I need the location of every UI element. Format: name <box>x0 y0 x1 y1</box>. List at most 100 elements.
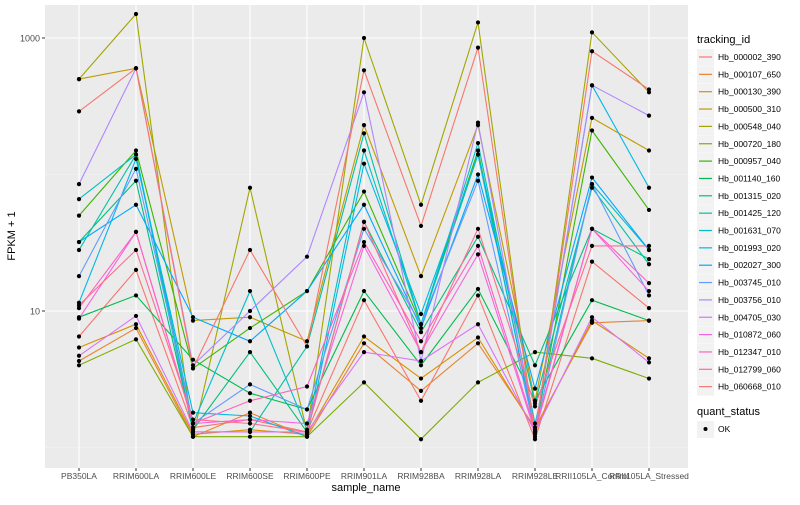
data-point <box>475 45 481 50</box>
data-point <box>418 349 424 355</box>
data-point <box>532 349 538 355</box>
x-tick-label: RRIM600LE <box>170 471 217 481</box>
data-point <box>133 325 139 331</box>
data-point <box>646 113 652 118</box>
data-point <box>361 341 367 346</box>
legend-label: Hb_002027_300 <box>718 260 781 270</box>
data-point <box>589 243 595 248</box>
data-point <box>475 172 481 177</box>
data-point <box>532 363 538 368</box>
data-point <box>532 401 538 406</box>
data-point <box>304 384 310 389</box>
data-point <box>589 226 595 231</box>
legend-label: Hb_001993_020 <box>718 243 781 253</box>
data-point <box>646 207 652 213</box>
data-point <box>361 131 367 136</box>
data-point <box>589 298 595 303</box>
x-tick-label: RRIM600PE <box>283 471 331 481</box>
data-point <box>361 243 367 248</box>
data-point <box>247 339 253 344</box>
data-point <box>247 398 253 403</box>
data-point <box>475 380 481 385</box>
data-point <box>475 293 481 298</box>
data-point <box>418 325 424 331</box>
data-point <box>247 382 253 387</box>
x-tick-label: RRIM600SE <box>226 471 274 481</box>
data-point <box>304 434 310 439</box>
data-point <box>646 148 652 153</box>
data-point <box>475 178 481 183</box>
data-point <box>589 83 595 88</box>
data-point <box>475 252 481 257</box>
data-point <box>532 427 538 432</box>
x-tick-label: RRII105LA_Stressed <box>609 471 689 481</box>
data-point <box>418 330 424 335</box>
data-point <box>76 274 82 279</box>
data-point <box>475 140 481 146</box>
legend-label: Hb_003756_010 <box>718 295 781 305</box>
legend-label: Hb_010872_060 <box>718 330 781 340</box>
data-point <box>475 341 481 346</box>
data-point <box>589 128 595 133</box>
data-point <box>247 247 253 253</box>
data-point <box>418 398 424 403</box>
data-point <box>304 344 310 349</box>
data-point <box>361 334 367 339</box>
y-axis: 10 1000 <box>20 34 45 317</box>
x-axis-title: sample_name <box>331 482 400 494</box>
data-point <box>418 311 424 317</box>
legend-label: Hb_003745_010 <box>718 278 781 288</box>
data-point <box>646 257 652 262</box>
x-tick-label: RRIM600LA <box>113 471 160 481</box>
data-point <box>76 247 82 253</box>
x-tick-label: RRIM928LE <box>512 471 559 481</box>
data-point <box>247 308 253 314</box>
data-point <box>76 197 82 202</box>
data-point <box>418 339 424 344</box>
data-point <box>646 356 652 361</box>
data-point <box>418 223 424 229</box>
legend-label: Hb_000002_390 <box>718 52 781 62</box>
data-point <box>532 386 538 391</box>
data-point <box>133 293 139 298</box>
data-point <box>247 185 253 190</box>
data-point <box>133 178 139 183</box>
data-point <box>304 429 310 435</box>
data-point <box>646 318 652 323</box>
data-point <box>190 363 196 368</box>
data-point <box>247 349 253 355</box>
data-point <box>247 315 253 320</box>
data-point <box>247 413 253 419</box>
data-point <box>190 318 196 323</box>
data-point <box>646 288 652 294</box>
data-point <box>418 376 424 381</box>
x-tick-label: PB350LA <box>61 471 97 481</box>
data-point <box>76 363 82 368</box>
legend-label: Hb_001315_020 <box>718 191 781 201</box>
data-point <box>646 247 652 253</box>
legend-label: Hb_001140_160 <box>718 173 781 183</box>
data-point <box>475 20 481 25</box>
legend-label: Hb_001425_120 <box>718 208 781 218</box>
data-point <box>76 334 82 339</box>
legend-label: Hb_000720_180 <box>718 139 781 149</box>
data-point <box>589 175 595 180</box>
legend-label: Hb_000548_040 <box>718 121 781 131</box>
data-point <box>418 437 424 442</box>
data-point <box>361 298 367 303</box>
data-point <box>133 166 139 171</box>
data-point <box>247 410 253 415</box>
data-point <box>589 30 595 35</box>
data-point <box>475 226 481 231</box>
data-point <box>475 120 481 125</box>
data-point <box>304 254 310 259</box>
data-point <box>304 407 310 412</box>
data-point <box>76 303 82 308</box>
data-point <box>475 322 481 327</box>
data-point <box>190 434 196 439</box>
data-point <box>646 376 652 381</box>
data-point <box>361 202 367 207</box>
data-point <box>532 421 538 426</box>
data-point <box>418 388 424 393</box>
